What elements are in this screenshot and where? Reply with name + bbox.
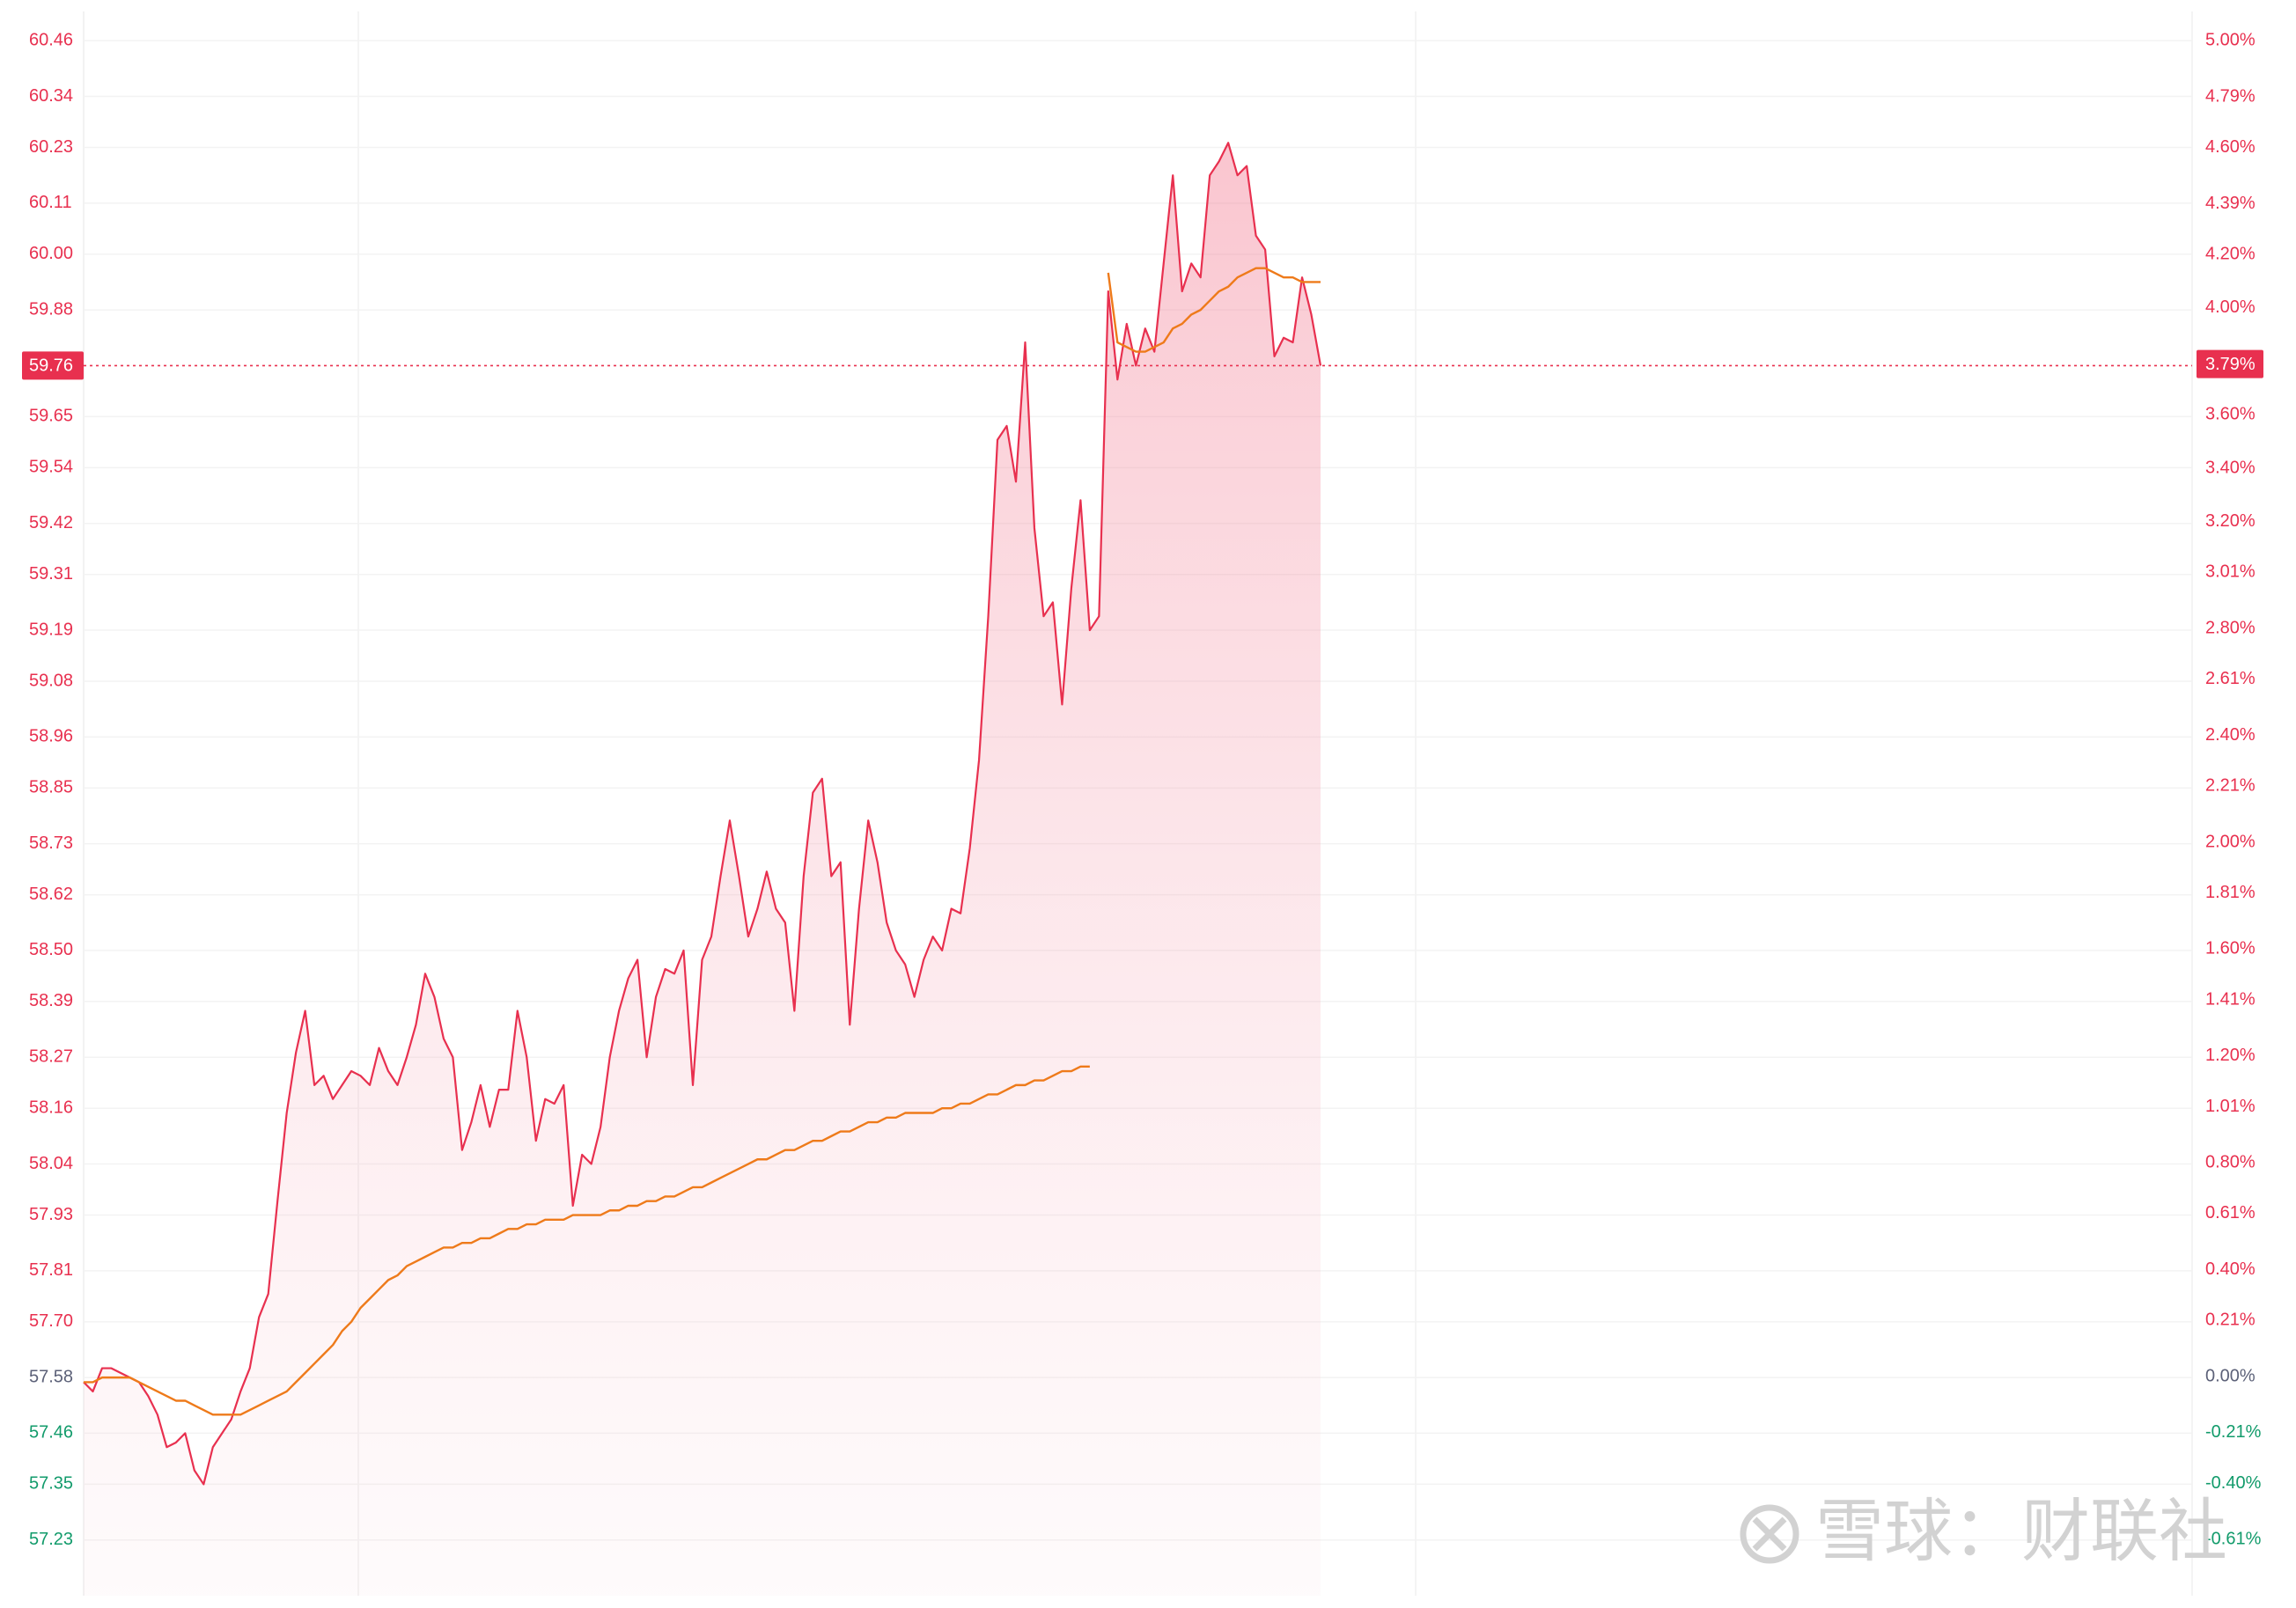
y-tick-label: 59.88 bbox=[29, 299, 73, 319]
y-tick-label: 57.23 bbox=[29, 1530, 73, 1549]
y2-tick-label: 1.41% bbox=[2205, 989, 2256, 1009]
y-tick-label: 57.81 bbox=[29, 1260, 73, 1280]
y2-tick-label: 1.60% bbox=[2205, 939, 2256, 958]
watermark-logo bbox=[1752, 1516, 1787, 1552]
average-line bbox=[84, 267, 1321, 1416]
y-tick-label: 60.23 bbox=[29, 137, 73, 157]
last-change-label: 3.79% bbox=[2205, 355, 2256, 374]
y-tick-label: 58.85 bbox=[29, 778, 73, 797]
y-tick-label: 59.31 bbox=[29, 564, 73, 584]
y2-tick-label: 0.40% bbox=[2205, 1259, 2256, 1279]
y-tick-label: 58.73 bbox=[29, 833, 73, 853]
y2-tick-label: 3.60% bbox=[2205, 405, 2256, 424]
y-tick-label: 57.58 bbox=[29, 1367, 73, 1386]
y-tick-label: 57.46 bbox=[29, 1423, 73, 1443]
y2-tick-label: 0.21% bbox=[2205, 1311, 2256, 1330]
y2-tick-label: 2.00% bbox=[2205, 832, 2256, 851]
y2-tick-label: 2.61% bbox=[2205, 669, 2256, 688]
y2-tick-label: 1.20% bbox=[2205, 1046, 2256, 1065]
y2-tick-label: 4.20% bbox=[2205, 245, 2256, 264]
y2-tick-label: -0.21% bbox=[2205, 1422, 2262, 1442]
plot bbox=[83, 142, 2192, 1596]
y-tick-label: 58.50 bbox=[29, 940, 73, 959]
y2-tick-label: -0.61% bbox=[2205, 1530, 2262, 1549]
y-tick-label: 60.46 bbox=[29, 31, 73, 50]
y-tick-label: 58.04 bbox=[29, 1154, 73, 1173]
last-price-label: 59.76 bbox=[29, 356, 73, 376]
y2-tick-label: 3.40% bbox=[2205, 458, 2256, 477]
y2-tick-label: 5.00% bbox=[2205, 31, 2256, 50]
y-tick-label: 59.08 bbox=[29, 671, 73, 690]
price-area bbox=[84, 143, 1321, 1596]
y-tick-label: 57.93 bbox=[29, 1205, 73, 1224]
y2-tick-label: 2.21% bbox=[2205, 776, 2256, 796]
y2-tick-label: 1.01% bbox=[2205, 1097, 2256, 1116]
y2-tick-label: 0.00% bbox=[2205, 1366, 2256, 1385]
y2-tick-label: 4.39% bbox=[2205, 194, 2256, 213]
y2-tick-label: 4.60% bbox=[2205, 137, 2256, 157]
y2-tick-label: 2.40% bbox=[2205, 725, 2256, 745]
y2-tick-label: 0.80% bbox=[2205, 1153, 2256, 1172]
y-tick-label: 57.70 bbox=[29, 1311, 73, 1331]
last-price-tag bbox=[22, 351, 84, 380]
y-tick-label: 60.34 bbox=[29, 86, 73, 106]
watermark-logo bbox=[1740, 1504, 1799, 1564]
y-tick-label: 60.11 bbox=[29, 193, 72, 212]
y2-tick-label: 0.61% bbox=[2205, 1203, 2256, 1223]
watermark: 雪球：财联社 bbox=[1740, 1492, 2227, 1571]
y2-tick-label: 1.81% bbox=[2205, 883, 2256, 902]
y2-tick-label: 3.20% bbox=[2205, 511, 2256, 531]
y2-tick-label: 2.80% bbox=[2205, 618, 2256, 637]
y2-tick-label: 3.01% bbox=[2205, 562, 2256, 582]
y2-tick-label: 4.79% bbox=[2205, 86, 2256, 106]
y-tick-label: 60.00 bbox=[29, 244, 73, 263]
y-tick-label: 58.16 bbox=[29, 1098, 73, 1118]
y-tick-label: 59.19 bbox=[29, 620, 73, 639]
y-tick-label: 58.39 bbox=[29, 991, 73, 1010]
axis-labels: 60.46 60.34 60.23 60.11 60.00 59.88 59.65 59.54… bbox=[22, 31, 2263, 1549]
last-change-tag bbox=[2197, 349, 2263, 378]
y-tick-label: 59.54 bbox=[29, 458, 73, 477]
y-tick-label: 58.27 bbox=[29, 1047, 73, 1067]
price-line bbox=[83, 142, 1322, 1486]
y2-tick-label: -0.40% bbox=[2205, 1473, 2262, 1493]
watermark-text: 雪球：财联社 bbox=[1815, 1492, 2227, 1571]
y-tick-label: 59.42 bbox=[29, 513, 73, 532]
y-tick-label: 58.62 bbox=[29, 885, 73, 904]
y2-tick-label: 4.00% bbox=[2205, 297, 2256, 317]
y-tick-label: 58.96 bbox=[29, 727, 73, 746]
y-tick-label: 57.35 bbox=[29, 1474, 73, 1494]
y-tick-label: 59.65 bbox=[29, 407, 73, 426]
